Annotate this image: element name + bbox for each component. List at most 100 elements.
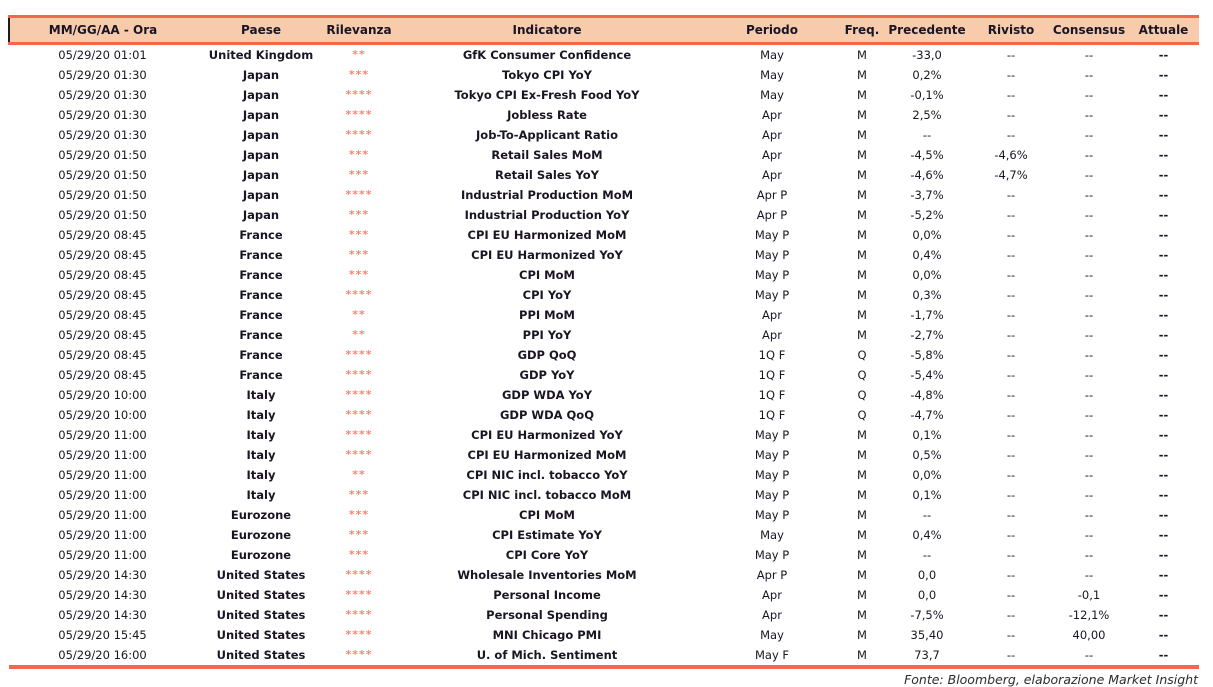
cell-freq: M — [857, 608, 867, 622]
cell-stars: ** — [352, 328, 366, 341]
cell-country: Italy — [246, 488, 276, 502]
cell-consensus: -- — [1084, 488, 1094, 502]
cell-revised: -- — [1006, 228, 1016, 242]
cell-country: Japan — [242, 88, 280, 102]
cell-date: 05/29/20 01:30 — [58, 88, 147, 102]
table-row: 05/29/20 11:00 Eurozone *** CPI MoM May P M --… — [9, 505, 1199, 525]
cell-freq: M — [857, 528, 867, 542]
table-row: 05/29/20 08:45 France *** CPI EU Harmonized… — [9, 225, 1199, 245]
cell-consensus: -- — [1084, 108, 1094, 122]
cell-stars: **** — [345, 288, 373, 301]
cell-previous: -5,8% — [910, 348, 944, 362]
cell-revised: -4,7% — [994, 168, 1028, 182]
cell-actual: -- — [1158, 208, 1169, 222]
cell-revised: -- — [1006, 188, 1016, 202]
cell-stars: *** — [348, 488, 370, 501]
cell-stars: ** — [352, 48, 366, 61]
cell-indicator: Tokyo CPI YoY — [502, 68, 592, 82]
cell-revised: -- — [1006, 508, 1016, 522]
table-row: 05/29/20 10:00 Italy **** GDP WDA YoY 1Q F Q -… — [9, 385, 1199, 405]
cell-stars: ** — [352, 468, 366, 481]
cell-stars: **** — [345, 388, 373, 401]
cell-previous: -0,1% — [910, 88, 944, 102]
cell-date: 05/29/20 01:50 — [58, 208, 147, 222]
cell-previous: 0,1% — [912, 488, 942, 502]
cell-revised: -- — [1006, 128, 1016, 142]
cell-freq: M — [842, 645, 882, 669]
cell-previous: 0,4% — [912, 528, 942, 542]
table-row: 05/29/20 11:00 Italy **** CPI EU Harmonized… — [9, 425, 1199, 445]
cell-date: 05/29/20 01:01 — [58, 48, 147, 62]
cell-freq: M — [857, 628, 867, 642]
cell-actual: -- — [1158, 448, 1169, 462]
cell-previous: 0,3% — [912, 288, 942, 302]
cell-previous: -- — [922, 548, 932, 562]
cell-stars: *** — [348, 548, 370, 561]
cell-stars: **** — [345, 188, 373, 201]
cell-actual: -- — [1158, 168, 1169, 182]
cell-actual: -- — [1158, 348, 1169, 362]
cell-revised: -- — [1006, 448, 1016, 462]
cell-indicator: Personal Spending — [486, 608, 608, 622]
cell-consensus: -- — [1084, 168, 1094, 182]
cell-period: Apr — [762, 168, 782, 182]
cell-period: Apr — [762, 308, 782, 322]
cell-stars: **** — [345, 88, 373, 101]
cell-period: May — [760, 48, 784, 62]
cell-consensus: -- — [1084, 48, 1094, 62]
cell-actual: -- — [1158, 468, 1169, 482]
cell-period: May — [760, 88, 784, 102]
cell-consensus: -- — [1084, 528, 1094, 542]
source-attribution: Fonte: Bloomberg, elaborazione Market In… — [904, 672, 1198, 687]
cell-stars: *** — [348, 68, 370, 81]
cell-date: 05/29/20 14:30 — [58, 588, 147, 602]
cell-previous: 2,5% — [912, 108, 942, 122]
table-row: 05/29/20 01:30 Japan *** Tokyo CPI YoY May M 0… — [9, 65, 1199, 85]
cell-consensus: 40,00 — [1072, 628, 1106, 642]
cell-previous: -7,5% — [910, 608, 944, 622]
cell-consensus: -- — [1084, 568, 1094, 582]
cell-country: United States — [216, 608, 306, 622]
cell-actual: -- — [1158, 308, 1169, 322]
cell-previous: 0,0 — [917, 568, 937, 582]
cell-period: Apr — [762, 328, 782, 342]
cell-revised: -- — [1006, 308, 1016, 322]
cell-actual: -- — [1158, 128, 1169, 142]
table-row: 05/29/20 08:45 France **** GDP YoY 1Q F Q -5,4… — [9, 365, 1199, 385]
cell-actual: -- — [1158, 548, 1169, 562]
cell-indicator: CPI EU Harmonized MoM — [467, 448, 627, 462]
cell-actual: -- — [1158, 108, 1169, 122]
col-header-period: Periodo — [702, 15, 842, 45]
table-row: 05/29/20 14:30 United States **** Personal … — [9, 585, 1199, 605]
cell-freq: M — [857, 208, 867, 222]
cell-previous: -3,7% — [910, 188, 944, 202]
cell-revised: -- — [1006, 328, 1016, 342]
cell-indicator: GfK Consumer Confidence — [462, 48, 632, 62]
cell-freq: M — [857, 168, 867, 182]
cell-indicator: CPI Estimate YoY — [492, 528, 602, 542]
cell-period: May — [760, 68, 784, 82]
cell-stars: **** — [345, 368, 373, 381]
cell-country: Italy — [246, 468, 276, 482]
cell-revised: -- — [972, 645, 1050, 669]
cell-stars: **** — [326, 645, 392, 669]
cell-freq: M — [857, 308, 867, 322]
cell-period: May P — [754, 228, 790, 242]
cell-actual: -- — [1158, 68, 1169, 82]
cell-consensus: -- — [1084, 88, 1094, 102]
cell-stars: *** — [348, 508, 370, 521]
cell-period: Apr — [762, 128, 782, 142]
cell-stars: **** — [345, 128, 373, 141]
cell-previous: 0,0% — [912, 228, 942, 242]
cell-stars: *** — [348, 268, 370, 281]
cell-indicator: CPI EU Harmonized YoY — [471, 248, 623, 262]
cell-freq: Q — [857, 368, 867, 382]
table-body: 05/29/20 01:01 United Kingdom ** GfK Consum… — [9, 44, 1199, 669]
cell-country: France — [239, 308, 283, 322]
cell-revised: -- — [1006, 428, 1016, 442]
cell-revised: -- — [1006, 368, 1016, 382]
cell-date: 05/29/20 01:50 — [58, 148, 147, 162]
cell-actual: -- — [1158, 528, 1169, 542]
cell-period: Apr — [762, 588, 782, 602]
cell-indicator: Personal Income — [493, 588, 601, 602]
